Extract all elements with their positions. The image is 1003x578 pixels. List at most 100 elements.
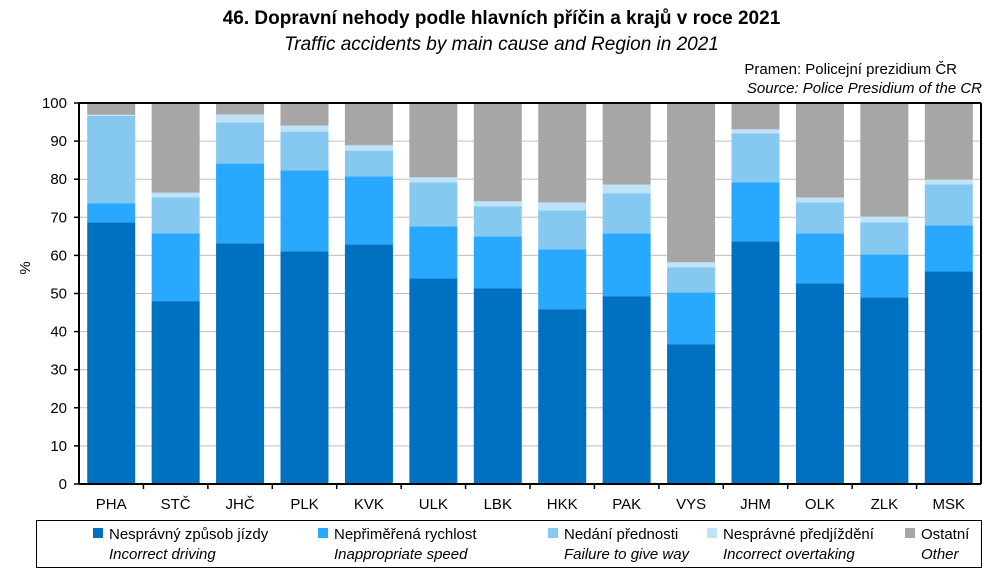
x-tick-label: PLK (290, 496, 318, 513)
x-tick-label: STČ (161, 496, 191, 513)
bar-segment-pha-s1 (87, 203, 136, 223)
y-tick-label: 20 (50, 400, 67, 417)
legend-label-en: Other (921, 546, 959, 563)
bar-segment-ulk-s3 (409, 177, 458, 183)
y-tick-label: 0 (59, 476, 67, 493)
bar-segment-hkk-s2 (538, 210, 587, 250)
bar-segment-pha-s0 (87, 222, 136, 485)
y-tick-label: 40 (50, 324, 67, 341)
y-tick-label: 30 (50, 362, 67, 379)
chart-title: 46. Dopravní nehody podle hlavních příči… (222, 8, 781, 29)
bar-segment-jhč-s2 (216, 122, 265, 164)
y-tick-label: 70 (50, 209, 67, 226)
legend-label-cz: Nesprávný způsob jízdy (109, 526, 269, 543)
legend-item-other: Ostatní Other (905, 525, 969, 565)
bar-segment-jhč-s1 (216, 163, 265, 244)
bar-segment-stč-s2 (151, 197, 200, 234)
bar-segment-olk-s3 (795, 197, 844, 203)
bar-segment-hkk-s4 (538, 103, 587, 203)
bar-segment-msk-s3 (924, 179, 973, 185)
bar-segment-jhm-s4 (731, 103, 780, 130)
bar-segment-jhm-s2 (731, 133, 780, 183)
bar-segment-ulk-s1 (409, 226, 458, 279)
bar-segment-lbk-s2 (473, 206, 522, 237)
bar-segment-stč-s3 (151, 192, 200, 198)
x-tick-label: ULK (419, 496, 448, 513)
x-tick-label: VYS (676, 496, 706, 513)
bar-segment-jhč-s3 (216, 114, 265, 123)
bar-segment-plk-s2 (280, 131, 329, 171)
y-tick-label: 60 (50, 247, 67, 264)
y-tick-label: 10 (50, 438, 67, 455)
bar-segment-pak-s2 (602, 193, 651, 234)
bar-segment-vys-s1 (667, 292, 716, 345)
y-tick-label: 50 (50, 286, 67, 303)
x-tick-label: LBK (484, 496, 512, 513)
bar-segment-jhč-s0 (216, 243, 265, 484)
bar-segment-ulk-s4 (409, 103, 458, 178)
legend-swatch (707, 528, 717, 538)
source-cz: Pramen: Policejní prezidium ČR (744, 61, 957, 78)
bar-segment-pak-s3 (602, 184, 651, 194)
y-tick-label: 100 (42, 95, 67, 112)
legend: Nesprávný způsob jízdy Incorrect driving… (36, 520, 982, 568)
bar-segment-olk-s4 (795, 103, 844, 198)
bar-segment-hkk-s1 (538, 249, 587, 310)
bar-segment-zlk-s4 (860, 103, 909, 217)
bar-segment-pak-s4 (602, 103, 651, 185)
legend-swatch (548, 528, 558, 538)
legend-swatch (93, 528, 103, 538)
bar-segment-pak-s0 (602, 296, 651, 484)
legend-item-incorrect-overtaking: Nesprávné předjíždění Incorrect overtaki… (707, 525, 874, 565)
bar-segment-olk-s0 (795, 283, 844, 484)
x-tick-label: ZLK (871, 496, 899, 513)
legend-label-en: Inappropriate speed (334, 546, 468, 563)
legend-label-cz: Nesprávné předjíždění (723, 526, 874, 543)
legend-label-en: Incorrect overtaking (723, 546, 855, 563)
chart-subtitle: Traffic accidents by main cause and Regi… (284, 34, 719, 55)
bar-segment-msk-s2 (924, 184, 973, 226)
bar-segment-jhm-s1 (731, 182, 780, 242)
legend-label-cz: Nedání přednosti (564, 526, 679, 543)
bar-segment-vys-s4 (667, 103, 716, 263)
y-tick-label: 90 (50, 133, 67, 150)
bar-segment-ulk-s2 (409, 182, 458, 227)
x-tick-label: MSK (933, 496, 966, 513)
x-tick-label: HKK (547, 496, 578, 513)
x-tick-label: JHČ (225, 496, 254, 513)
bar-segment-ulk-s0 (409, 278, 458, 484)
bar-segment-plk-s3 (280, 125, 329, 132)
legend-item-incorrect-driving: Nesprávný způsob jízdy Incorrect driving (93, 525, 268, 565)
legend-label-en: Failure to give way (564, 546, 690, 563)
legend-label-cz: Ostatní (921, 526, 970, 543)
legend-item-inappropriate-speed: Nepřiměřená rychlost Inappropriate speed (318, 525, 477, 565)
bar-segment-pha-s4 (87, 103, 136, 115)
bar-segment-plk-s4 (280, 103, 329, 126)
bar-segment-lbk-s1 (473, 236, 522, 289)
x-tick-label: JHM (740, 496, 771, 513)
y-axis-label: % (17, 261, 34, 274)
bar-segment-zlk-s0 (860, 297, 909, 484)
bar-segment-kvk-s4 (344, 103, 393, 146)
bar-segment-kvk-s1 (344, 176, 393, 245)
bar-segment-zlk-s1 (860, 254, 909, 298)
bar-segment-jhm-s0 (731, 241, 780, 484)
x-tick-label: OLK (805, 496, 835, 513)
bar-segment-jhm-s3 (731, 129, 780, 134)
x-tick-label: KVK (354, 496, 384, 513)
bar-segment-plk-s0 (280, 251, 329, 484)
bar-segment-hkk-s0 (538, 309, 587, 484)
bar-segment-stč-s0 (151, 301, 200, 484)
legend-item-failure-to-give-way: Nedání přednosti Failure to give way (548, 525, 689, 565)
bar-segment-pak-s1 (602, 233, 651, 297)
bar-segment-stč-s4 (151, 103, 200, 193)
bar-segment-jhč-s4 (216, 103, 265, 115)
bar-segment-pha-s2 (87, 115, 136, 204)
bar-segment-pha-s3 (87, 114, 136, 116)
bar-segment-plk-s1 (280, 170, 329, 252)
bar-segment-lbk-s4 (473, 103, 522, 202)
bar-segment-vys-s2 (667, 267, 716, 293)
legend-swatch (905, 528, 915, 538)
legend-label-cz: Nepřiměřená rychlost (334, 526, 477, 543)
